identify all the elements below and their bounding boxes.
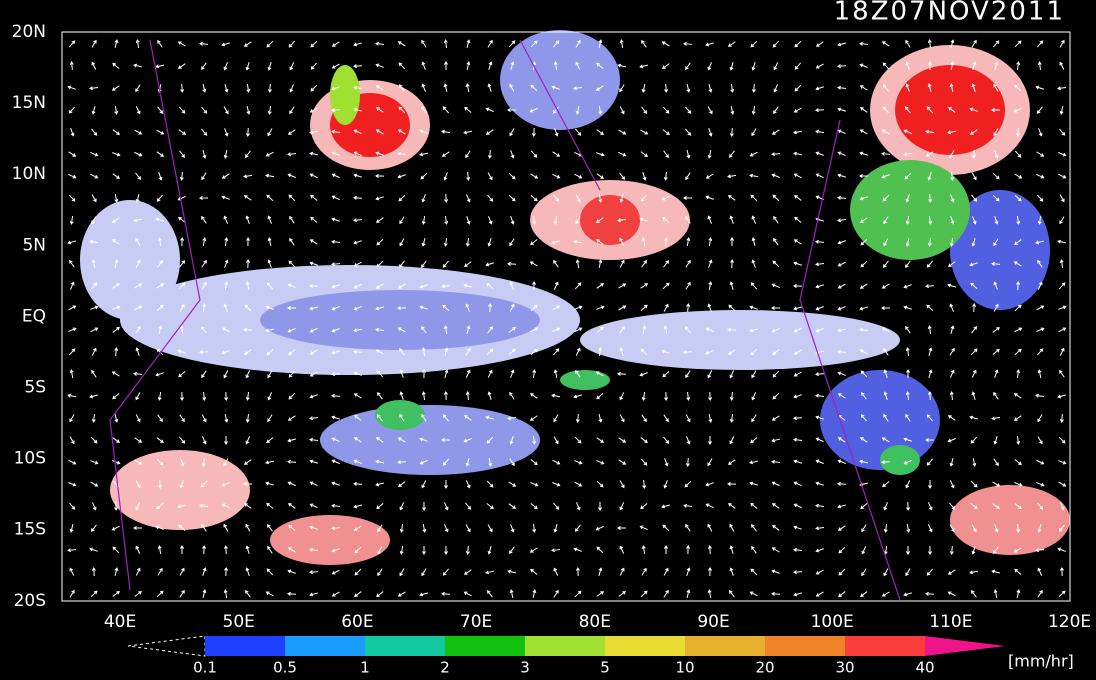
dry-anomaly: [270, 515, 390, 565]
colorbar-label: 1: [360, 659, 370, 677]
lat-label: EQ: [22, 306, 46, 326]
precip-field: [61, 30, 1071, 602]
lon-label: 120E: [1048, 612, 1091, 632]
lat-label: 10S: [14, 449, 46, 469]
lon-label: 70E: [460, 612, 492, 632]
colorbar: [mm/hr] 0.1 0.5 1 2 3 5 10 20 30 40: [127, 635, 1074, 677]
colorbar-swatch: [285, 636, 365, 656]
dry-anomaly: [950, 485, 1070, 555]
colorbar-label: 20: [755, 659, 774, 677]
colorbar-label: 2: [440, 659, 450, 677]
colorbar-over: [925, 636, 1005, 656]
lat-label: 20N: [12, 22, 46, 42]
title: 18Z07NOV2011: [834, 0, 1065, 27]
colorbar-under: [127, 635, 206, 657]
colorbar-label: 30: [835, 659, 854, 677]
lon-label: 60E: [341, 612, 373, 632]
colorbar-label: 0.1: [193, 659, 217, 677]
colorbar-unit: [mm/hr]: [1008, 652, 1074, 671]
lat-label: 5N: [22, 235, 46, 255]
rain-area: [260, 290, 540, 350]
convection: [560, 370, 610, 390]
convection: [850, 160, 970, 260]
axis-labels: 20N 15N 10N 5N EQ 5S 10S 15S 20S 40E 50E 60E 70E 80E 9…: [12, 22, 1092, 632]
convection: [880, 445, 920, 475]
lon-label: 50E: [223, 612, 255, 632]
colorbar-swatch: [205, 636, 285, 656]
plot-frame: [61, 31, 1071, 602]
lon-label: 100E: [811, 612, 854, 632]
lat-label: 5S: [24, 378, 46, 398]
lon-label: 40E: [104, 612, 136, 632]
lon-label: 90E: [697, 612, 729, 632]
rain-area: [320, 405, 540, 475]
weak-rain-area: [80, 200, 180, 320]
wind-vectors: [67, 39, 1067, 599]
rain-area: [500, 30, 620, 130]
lon-label: 110E: [929, 612, 972, 632]
colorbar-label: 40: [915, 659, 934, 677]
colorbar-label: 0.5: [273, 659, 297, 677]
colorbar-swatch: [765, 636, 845, 656]
colorbar-label: 3: [520, 659, 530, 677]
lat-label: 15S: [14, 520, 46, 540]
colorbar-swatch: [605, 636, 685, 656]
colorbar-swatch: [685, 636, 765, 656]
lat-label: 15N: [12, 93, 46, 113]
colorbar-label: 5: [600, 659, 610, 677]
coastline: [109, 39, 901, 601]
colorbar-swatch: [525, 636, 605, 656]
lat-label: 20S: [14, 591, 46, 611]
lat-label: 10N: [12, 164, 46, 184]
colorbar-swatch: [845, 636, 925, 656]
colorbar-swatch: [365, 636, 445, 656]
rain-area: [820, 370, 940, 470]
colorbar-label: 10: [675, 659, 694, 677]
convection: [330, 65, 360, 125]
storm-core: [580, 195, 640, 245]
dry-anomaly: [110, 450, 250, 530]
rain-area: [950, 190, 1050, 310]
colorbar-swatch: [445, 636, 525, 656]
weak-rain-area: [580, 310, 900, 370]
lon-label: 80E: [579, 612, 611, 632]
